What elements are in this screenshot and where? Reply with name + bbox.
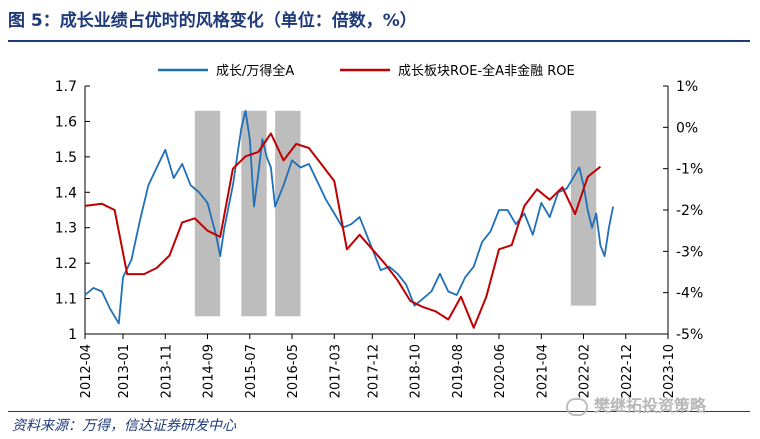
right-tick-label: -5%	[676, 327, 703, 343]
x-tick-label: 2021-04	[535, 344, 550, 398]
right-tick-label: 1%	[676, 79, 698, 95]
series-lines	[84, 109, 614, 329]
axes: 1 1.1 1.2 1.3 1.4 1.5 1.6 1.7 -5% -4% -3% -2% -1% 0% 1…	[55, 79, 704, 398]
wechat-icon	[566, 397, 588, 416]
left-tick-label: 1.6	[55, 114, 77, 130]
left-tick-label: 1.7	[55, 79, 77, 95]
left-tick-label: 1.5	[55, 150, 77, 166]
watermark: 樊继拓投资策略	[566, 392, 706, 416]
legend-label-right-series: 成长板块ROE-全A非金融 ROE	[398, 63, 575, 79]
shaded-period-4	[570, 110, 597, 306]
source-note: 资料来源：万得，信达证券研发中心	[12, 418, 236, 434]
source-divider	[8, 411, 750, 412]
x-tick-label: 2013-01	[117, 344, 132, 398]
left-tick-label: 1.3	[55, 221, 77, 237]
left-tick-label: 1.2	[55, 256, 77, 272]
title-divider	[8, 40, 750, 42]
x-tick-label: 2014-09	[202, 344, 217, 398]
legend: 成长/万得全A 成长板块ROE-全A非金融 ROE	[158, 63, 575, 79]
x-tick-label: 2020-06	[493, 344, 508, 398]
x-tick-label: 2022-12	[620, 344, 635, 398]
right-tick-label: -1%	[676, 162, 703, 178]
watermark-text: 樊继拓投资策略	[594, 396, 707, 415]
shaded-period-3	[275, 110, 301, 317]
shaded-periods	[194, 110, 597, 317]
x-tick-label: 2018-10	[409, 344, 424, 398]
series-line-roe-spread	[84, 132, 602, 329]
x-tick-label: 2023-10	[662, 344, 677, 398]
x-tick-label: 2019-08	[451, 344, 466, 398]
right-tick-label: -4%	[676, 286, 703, 302]
left-tick-label: 1	[68, 327, 77, 343]
x-tick-label: 2022-02	[578, 344, 593, 398]
x-tick-label: 2013-11	[159, 344, 174, 398]
figure-title: 图 5：成长业绩占优时的风格变化（单位：倍数，%）	[8, 11, 417, 31]
legend-label-left-series: 成长/万得全A	[216, 63, 294, 79]
shaded-period-1	[194, 110, 221, 317]
x-tick-label: 2012-04	[79, 344, 94, 398]
right-tick-label: -3%	[676, 244, 703, 260]
x-tick-label: 2016-05	[286, 344, 301, 398]
left-tick-label: 1.4	[55, 185, 77, 201]
x-tick-label: 2017-03	[328, 344, 343, 398]
right-tick-label: 0%	[676, 120, 698, 136]
x-tick-label: 2017-12	[366, 344, 381, 398]
x-tick-label: 2015-07	[244, 344, 259, 398]
left-tick-label: 1.1	[55, 292, 77, 308]
series-line-growth-ratio	[84, 109, 614, 325]
right-tick-label: -2%	[676, 203, 703, 219]
